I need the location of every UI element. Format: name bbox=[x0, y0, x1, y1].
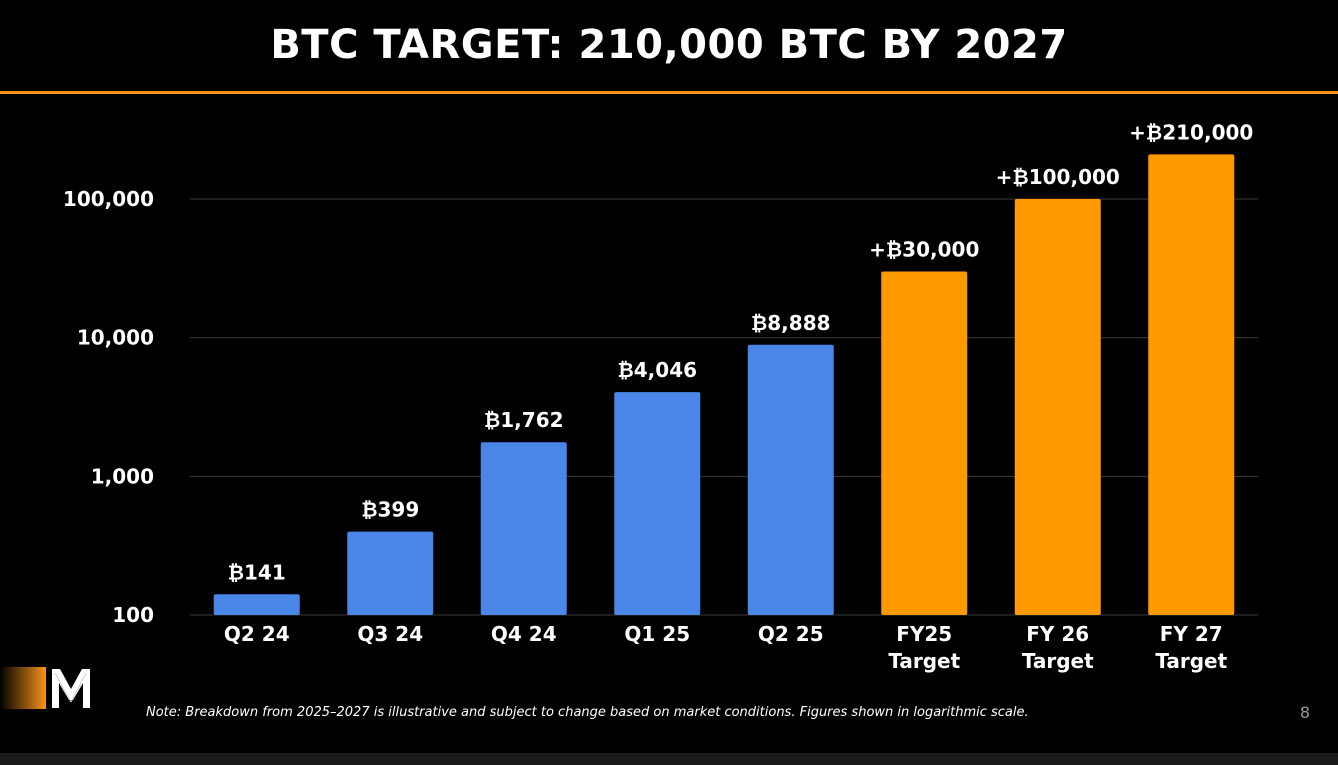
footnote: Note: Breakdown from 2025–2027 is illust… bbox=[146, 705, 1029, 720]
page-number: 8 bbox=[1299, 703, 1310, 722]
x-tick-label: FY25 Target bbox=[888, 622, 960, 673]
data-label: ₿4,046 bbox=[617, 358, 697, 382]
bar bbox=[614, 392, 701, 615]
page-title: BTC TARGET: 210,000 BTC BY 2027 bbox=[270, 22, 1068, 68]
bars bbox=[213, 154, 1235, 616]
y-tick-label: 100 bbox=[112, 603, 154, 627]
m-logo-icon bbox=[0, 667, 90, 709]
y-tick-label: 1,000 bbox=[91, 464, 154, 488]
bar bbox=[881, 271, 968, 615]
x-tick-label: FY 27 Target bbox=[1155, 622, 1227, 673]
data-label: +₿30,000 bbox=[869, 238, 979, 262]
data-label: +₿210,000 bbox=[1129, 120, 1253, 144]
bar bbox=[480, 442, 567, 615]
bar bbox=[1014, 199, 1101, 615]
y-tick-label: 100,000 bbox=[63, 187, 154, 211]
x-axis-tick-labels: Q2 24 Q3 24 Q4 24 Q1 25 Q2 25 FY25 Target FY 26… bbox=[224, 622, 1228, 673]
bar bbox=[347, 531, 434, 615]
bar bbox=[213, 594, 300, 615]
title-divider bbox=[0, 91, 1338, 94]
x-tick-label: Q2 24 bbox=[224, 622, 290, 646]
x-tick-label: Q2 25 bbox=[758, 622, 824, 646]
x-tick-label: Q4 24 bbox=[491, 622, 557, 646]
bar-chart: 100 1,000 10,000 100,000 ₿141 ₿399 ₿1,762 ₿4,0… bbox=[63, 120, 1258, 673]
data-label: ₿1,762 bbox=[484, 408, 564, 432]
y-axis-tick-labels: 100 1,000 10,000 100,000 bbox=[63, 187, 154, 627]
bar bbox=[747, 344, 834, 615]
data-label: ₿141 bbox=[228, 560, 286, 584]
x-tick-label: Q3 24 bbox=[357, 622, 423, 646]
data-label: ₿8,888 bbox=[751, 311, 831, 335]
data-labels: ₿141 ₿399 ₿1,762 ₿4,046 ₿8,888 +₿30,000 +₿100,… bbox=[228, 120, 1254, 584]
data-label: +₿100,000 bbox=[996, 165, 1120, 189]
bottom-bar bbox=[0, 753, 1338, 765]
x-tick-label: Q1 25 bbox=[624, 622, 690, 646]
x-tick-label: FY 26 Target bbox=[1022, 622, 1094, 673]
bar bbox=[1148, 154, 1235, 616]
data-label: ₿399 bbox=[361, 498, 419, 522]
y-tick-label: 10,000 bbox=[77, 326, 154, 350]
